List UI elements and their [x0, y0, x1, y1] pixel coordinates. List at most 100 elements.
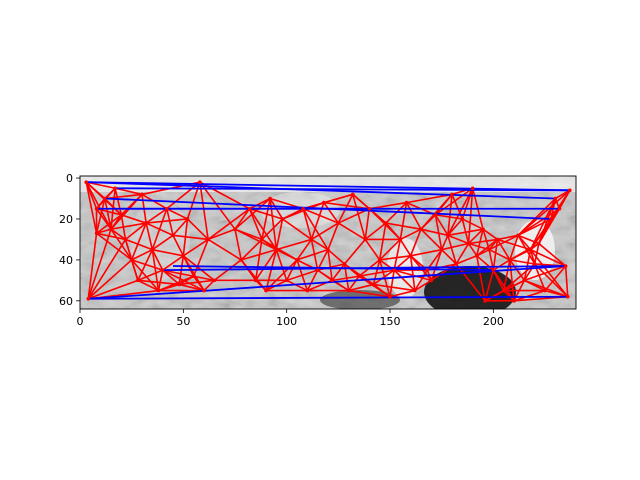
graph-node [528, 247, 533, 252]
red-edge [193, 275, 215, 282]
red-edge [447, 234, 469, 245]
red-edge [530, 248, 567, 267]
red-edge [145, 208, 168, 224]
red-edge [207, 238, 242, 261]
y-tick-label: 20 [59, 213, 73, 226]
graph-node [404, 200, 409, 205]
red-edge [517, 208, 560, 237]
graph-node [419, 227, 423, 231]
red-edge [497, 234, 519, 241]
red-edge [364, 208, 371, 240]
graph-node [136, 278, 140, 283]
red-edge [393, 269, 416, 292]
red-edge [282, 218, 312, 241]
red-edge [378, 222, 387, 261]
red-edge [488, 248, 511, 261]
red-edge [87, 239, 127, 300]
red-edge [162, 269, 194, 278]
red-edge [302, 193, 354, 210]
red-edge [248, 208, 278, 251]
red-edge [331, 263, 346, 281]
red-edge [158, 275, 194, 292]
red-edge [529, 249, 569, 298]
graph-node [274, 247, 279, 252]
red-edge [182, 218, 189, 256]
blue-edge [86, 181, 570, 192]
graph-node [177, 282, 181, 287]
graph-node [413, 288, 417, 293]
red-edge [393, 239, 402, 271]
red-edge [455, 243, 470, 265]
red-edge [162, 269, 180, 286]
red-edge [310, 239, 319, 271]
red-edge [207, 208, 250, 241]
red-edge [385, 222, 422, 230]
red-edge [409, 255, 416, 291]
red-edge [327, 249, 333, 281]
red-edge [440, 235, 449, 250]
red-edge [151, 249, 164, 271]
red-edge [364, 238, 381, 261]
red-edge [323, 202, 339, 224]
red-edge [311, 222, 339, 241]
red-edge [199, 182, 209, 240]
graph-node [470, 186, 475, 191]
x-tick-label: 150 [380, 315, 401, 328]
red-edge [332, 275, 360, 282]
graph-node [171, 233, 175, 238]
graph-node [86, 296, 91, 301]
red-edge [95, 208, 112, 230]
graph-node [549, 217, 553, 221]
red-edge [497, 238, 531, 251]
graph-node [487, 247, 492, 252]
red-edge [296, 259, 309, 291]
graph-node [109, 227, 113, 231]
red-edge [172, 218, 189, 236]
graph-node [150, 247, 155, 252]
red-edge [178, 275, 195, 286]
red-edge [276, 238, 312, 251]
x-tick-label: 200 [483, 315, 504, 328]
graph-node [346, 288, 351, 293]
red-edge [254, 239, 263, 281]
red-edge [414, 279, 432, 292]
graph-node [512, 299, 516, 303]
graph-node [239, 258, 243, 262]
red-edge [234, 208, 251, 230]
red-edge [476, 255, 494, 271]
red-edge [137, 279, 180, 286]
red-edge [265, 249, 278, 291]
red-edge [131, 248, 153, 261]
graph-node [460, 217, 465, 221]
red-edge [199, 181, 236, 230]
graph-node [367, 206, 372, 211]
red-edge [434, 214, 449, 236]
red-edge [435, 187, 474, 216]
graph-node [123, 237, 128, 242]
red-edge [482, 228, 498, 241]
graph-node [466, 241, 471, 246]
graph-node [532, 262, 537, 266]
red-edge [389, 270, 395, 297]
red-edge [544, 265, 567, 292]
blue-edge [115, 187, 570, 192]
red-edge [166, 208, 174, 236]
red-edge [110, 228, 126, 241]
red-edge [311, 238, 329, 251]
graph-node [156, 288, 161, 293]
red-edge [405, 202, 422, 230]
red-edge [130, 222, 147, 261]
red-edge [447, 235, 457, 265]
graph-node [284, 278, 289, 283]
graph-node [295, 258, 299, 262]
red-edge [420, 228, 449, 237]
red-edge [85, 181, 98, 234]
red-edge [203, 279, 215, 292]
x-axis: 0 50 100 150 200 [77, 309, 504, 328]
red-edge [302, 208, 313, 240]
graph-node [264, 288, 268, 293]
red-edge [249, 197, 271, 210]
graph-node [363, 237, 368, 242]
red-edge [492, 269, 515, 302]
red-edge [114, 187, 143, 196]
